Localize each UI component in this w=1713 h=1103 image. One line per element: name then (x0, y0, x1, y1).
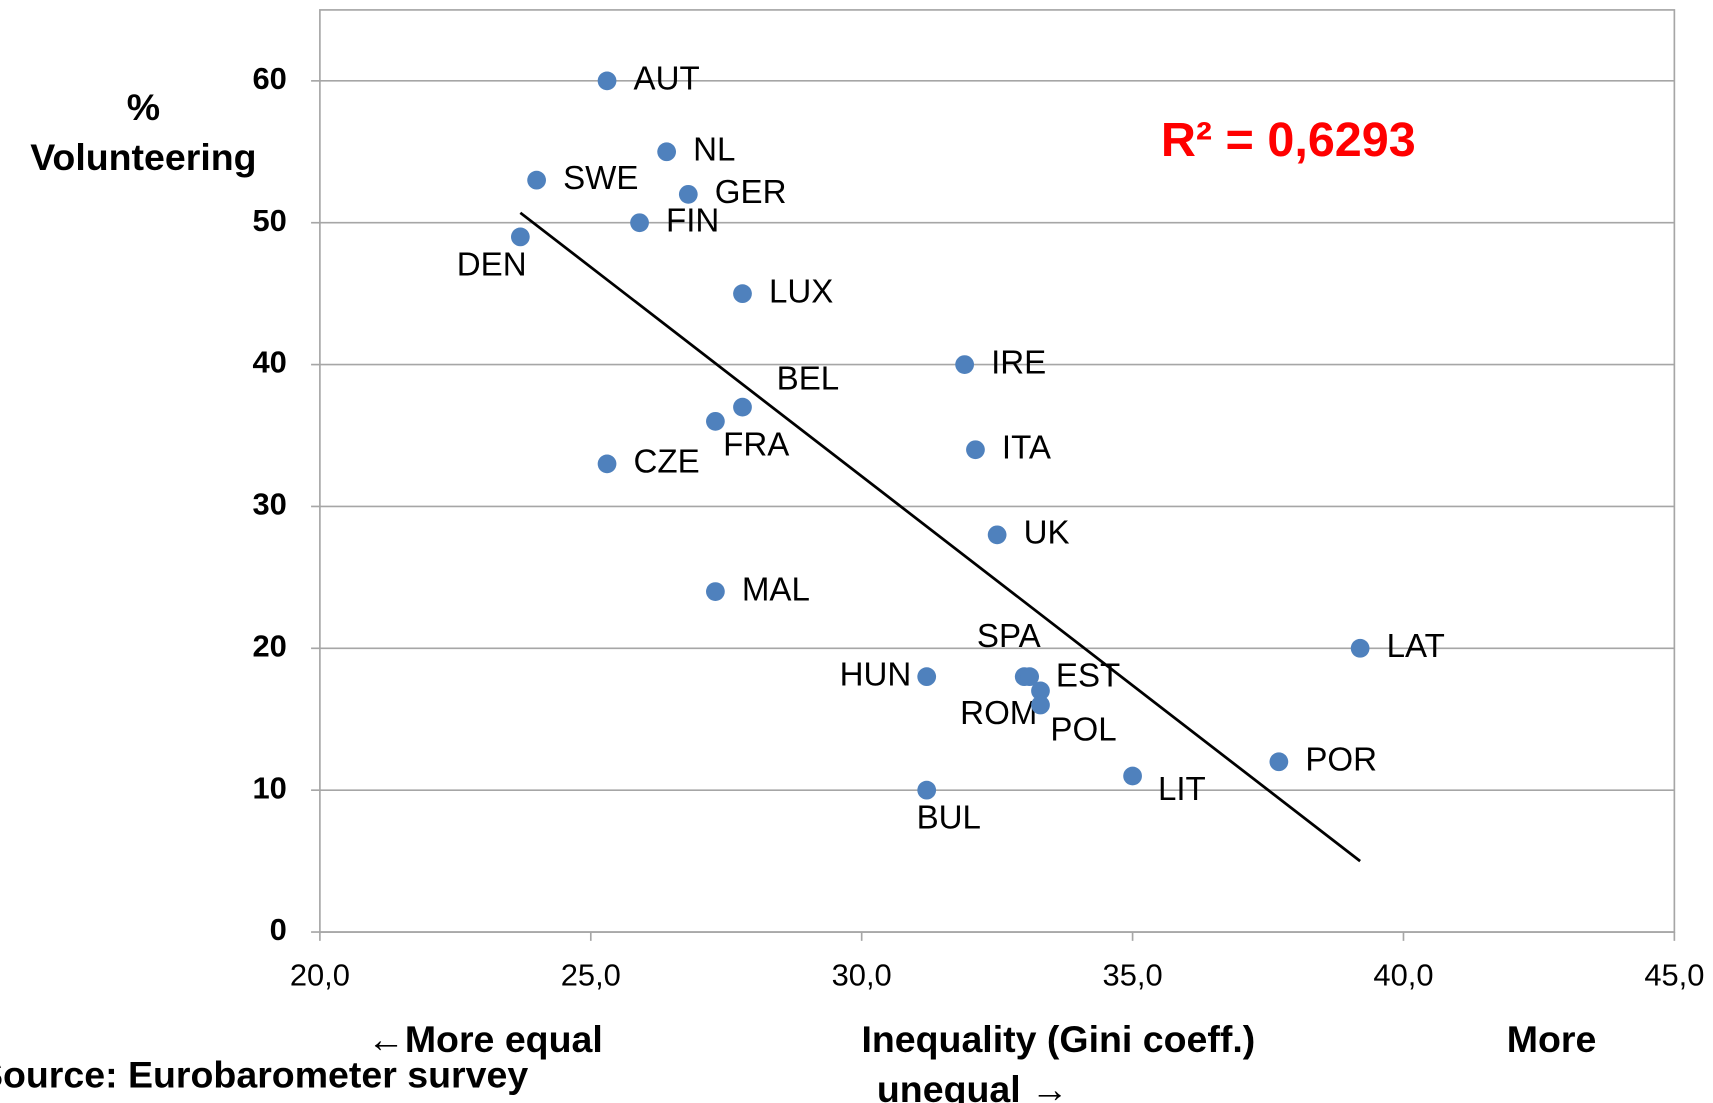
point (1031, 681, 1050, 701)
point (987, 525, 1007, 545)
x-tick-label: 35,0 (1103, 957, 1163, 992)
source: Source: Eurobarometer survey (0, 1054, 528, 1096)
y-tick-label: 60 (252, 61, 286, 96)
point-label: ROM (960, 695, 1037, 732)
point (1031, 695, 1050, 715)
point (1123, 766, 1142, 786)
point (706, 582, 725, 601)
point (1350, 638, 1370, 658)
point (733, 284, 752, 304)
point-label: UK (1024, 515, 1070, 552)
y-tick-label: 0 (270, 912, 287, 947)
x-axis-label: More (1507, 1018, 1597, 1060)
point-label: LUX (769, 273, 833, 310)
point-label: BUL (917, 800, 981, 837)
point-label: MAL (742, 571, 810, 608)
y-axis-label: Volunteering (30, 136, 256, 178)
y-tick-label: 40 (252, 345, 286, 380)
point (966, 440, 985, 460)
x-tick-label: 25,0 (561, 957, 621, 992)
point-label: LIT (1158, 771, 1206, 808)
point (527, 170, 546, 190)
point (706, 411, 725, 431)
x-axis-label: unequal → (877, 1068, 1069, 1103)
point-label: POR (1305, 742, 1377, 779)
point-label: AUT (634, 61, 700, 98)
annotation: R² = 0,6293 (1161, 113, 1416, 167)
x-tick-label: 45,0 (1644, 957, 1704, 992)
x-axis-label: ←More equal (367, 1018, 602, 1060)
point (657, 142, 677, 162)
x-axis-label: Inequality (Gini coeff.) (861, 1018, 1255, 1060)
point (1020, 667, 1040, 687)
point (917, 780, 937, 800)
point (678, 184, 698, 204)
point (510, 227, 530, 247)
x-tick-label: 30,0 (832, 957, 892, 992)
point-label: LAT (1387, 628, 1445, 665)
point-label: ITA (1002, 429, 1051, 466)
y-tick-label: 30 (252, 487, 286, 522)
y-tick-label: 50 (252, 203, 286, 238)
y-tick-label: 10 (252, 770, 286, 805)
y-axis-label: % (127, 86, 160, 128)
plot-border (319, 9, 1676, 933)
point-label: HUN (840, 656, 912, 693)
point (917, 667, 937, 687)
point (955, 355, 975, 374)
x-tick-label: 20,0 (290, 957, 350, 992)
point-label: SPA (977, 618, 1041, 655)
point-label: DEN (457, 246, 527, 283)
point-label: FIN (666, 202, 719, 239)
point-label: NL (693, 132, 735, 169)
x-tick-label: 40,0 (1373, 957, 1433, 992)
point (630, 213, 649, 233)
point-label: BEL (777, 360, 840, 397)
point (733, 397, 752, 417)
point-label: POL (1050, 711, 1116, 748)
point-label: SWE (563, 160, 638, 197)
point (1269, 752, 1289, 772)
point-label: GER (715, 174, 787, 211)
point (597, 71, 617, 91)
trendline (519, 211, 1361, 863)
point-label: EST (1056, 657, 1120, 694)
y-tick-label: 20 (252, 628, 286, 663)
point-label: FRA (723, 426, 789, 463)
point (597, 454, 617, 474)
point-label: IRE (991, 344, 1046, 381)
point-label: CZE (634, 444, 700, 481)
